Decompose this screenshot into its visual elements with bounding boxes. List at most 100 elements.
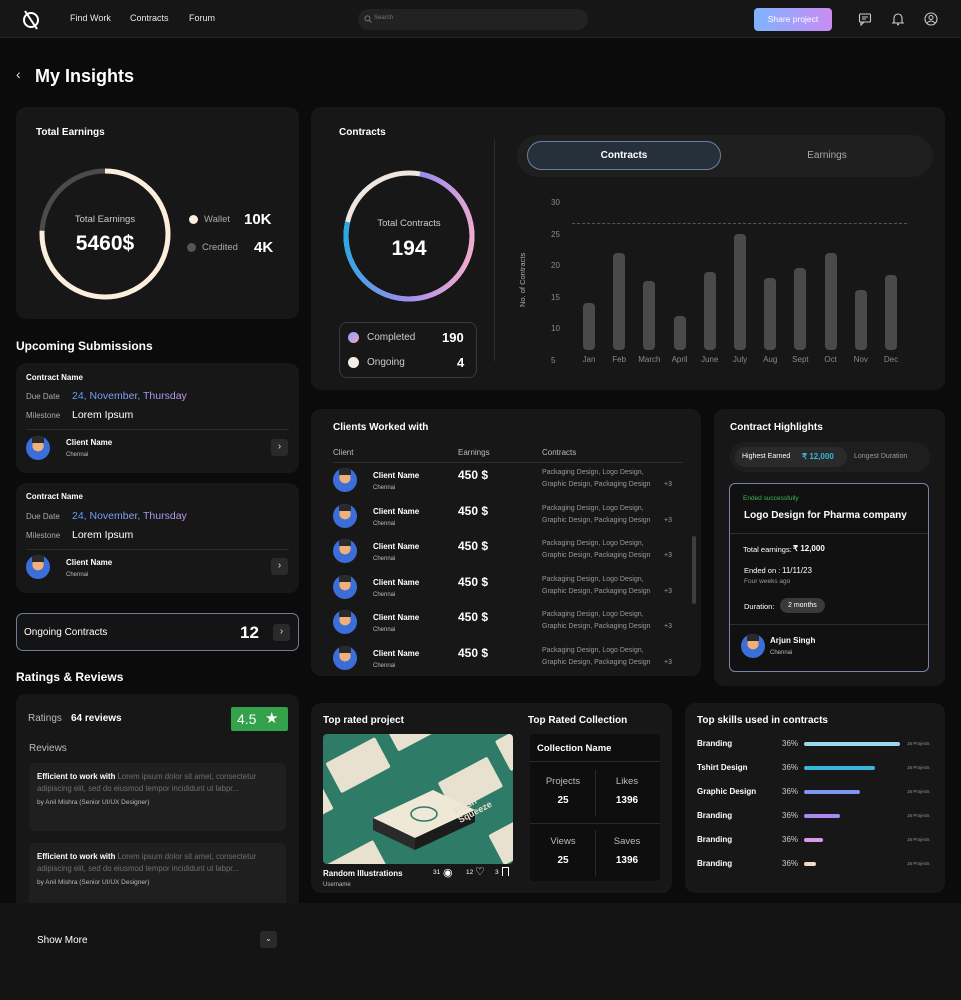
- bell-icon[interactable]: [891, 12, 905, 26]
- client-contracts-line1: Packaging Design, Logo Design,: [542, 469, 644, 476]
- message-icon[interactable]: [858, 12, 872, 26]
- skill-name: Branding: [697, 739, 733, 748]
- heart-icon[interactable]: ♡: [475, 866, 485, 878]
- wallet-dot: [189, 215, 198, 224]
- client-row[interactable]: Client Name Chennai 450 $ Packaging Design,…: [333, 465, 678, 501]
- avatar: [741, 634, 765, 658]
- star-icon: ★: [265, 710, 279, 727]
- more-count: +3: [664, 623, 672, 631]
- client-name: Client Name: [373, 649, 420, 658]
- contracts-ring-label: Total Contracts: [377, 218, 441, 229]
- due-value: 24, November, Thursday: [72, 510, 187, 522]
- profile-icon[interactable]: [924, 12, 938, 26]
- skill-count: 16 Projects: [907, 789, 930, 794]
- back-icon[interactable]: ‹: [16, 66, 21, 82]
- client-contracts-line1: Packaging Design, Logo Design,: [542, 504, 644, 512]
- more-count: +3: [664, 552, 672, 560]
- avatar: [333, 610, 357, 635]
- tab-earnings[interactable]: Earnings: [807, 150, 847, 161]
- client-earnings: 450 $: [458, 468, 489, 482]
- header-contracts: Contracts: [542, 448, 577, 457]
- skill-percent: 36%: [782, 787, 799, 796]
- review-lead: Efficient to work with: [37, 772, 116, 781]
- nav-contracts[interactable]: Contracts: [130, 13, 169, 23]
- divider: [530, 823, 660, 824]
- chevron-right-icon[interactable]: ›: [271, 439, 288, 456]
- client-contracts-line2: Graphic Design, Packaging Design: [542, 481, 651, 488]
- tab-highest-earned[interactable]: Highest Earned ₹ 12,000: [735, 447, 847, 467]
- client-row[interactable]: Client Name Chennai 450 $ Packaging Design,…: [333, 643, 678, 679]
- ongoing-contracts-card[interactable]: Ongoing Contracts 12 ›: [16, 613, 299, 651]
- saves-count: 3: [495, 869, 499, 876]
- client-row[interactable]: Client Name Chennai 450 $ Packaging Design,…: [333, 536, 678, 572]
- share-project-button[interactable]: Share project: [754, 8, 832, 31]
- chart-tabs: Contracts Earnings: [517, 135, 933, 177]
- nav-forum[interactable]: Forum: [189, 13, 216, 23]
- tab-highest-label: Highest Earned: [742, 453, 791, 460]
- divider: [730, 624, 928, 625]
- client-contracts-line2: Graphic Design, Packaging Design: [542, 623, 651, 631]
- clients-card: Clients Worked with Client Earnings Cont…: [311, 409, 701, 676]
- saves-label: Saves: [613, 836, 641, 847]
- nav-find-work[interactable]: Find Work: [70, 13, 111, 23]
- project-name: Random Illustrations: [323, 869, 403, 878]
- chevron-right-icon[interactable]: ›: [271, 558, 288, 575]
- search-input[interactable]: Search: [358, 9, 588, 30]
- skill-count: 16 Projects: [907, 765, 930, 770]
- bookmark-icon[interactable]: [502, 867, 509, 876]
- duration-value: 2 months: [780, 598, 825, 613]
- skill-name: Tshirt Design: [697, 763, 748, 772]
- contracts-ring: [343, 170, 475, 302]
- client-earnings: 450 $: [458, 574, 489, 589]
- ongoing-label: Ongoing: [367, 357, 405, 368]
- contract-name: Contract Name: [26, 492, 83, 501]
- eye-icon: ◉: [443, 867, 453, 879]
- highlight-detail: Ended successfully Logo Design for Pharm…: [729, 483, 929, 672]
- ongoing-value: 4: [457, 355, 465, 370]
- credited-label: Credited: [202, 242, 238, 253]
- client-row[interactable]: Client Name Chennai 450 $ Packaging Design,…: [333, 501, 678, 537]
- client-contracts-line1: Packaging Design, Logo Design,: [542, 647, 644, 654]
- skill-count: 16 Projects: [907, 837, 930, 842]
- header-client: Client: [333, 448, 354, 457]
- review-2: Efficient to work with Lorem ipsum dolor…: [29, 843, 286, 911]
- person-name: Arjun Singh: [770, 636, 816, 645]
- divider: [26, 549, 289, 550]
- credited-dot: [187, 243, 196, 252]
- due-label: Due Date: [26, 392, 60, 401]
- project-thumbnail[interactable]: Fresh Squeeze: [323, 734, 513, 864]
- upcoming-title: Upcoming Submissions: [16, 339, 153, 353]
- show-more-button[interactable]: Show More: [37, 935, 88, 946]
- more-count: +3: [664, 481, 672, 488]
- client-name: Client Name: [66, 558, 113, 567]
- saves-value: 1396: [615, 855, 639, 866]
- chevron-down-icon[interactable]: ⌄: [260, 931, 277, 948]
- collection-card[interactable]: Collection Name Projects 25 Likes 1396 Vie…: [530, 734, 660, 881]
- completed-dot: [348, 332, 359, 343]
- client-row[interactable]: Client Name Chennai 450 $ Packaging Design,…: [333, 572, 678, 608]
- chevron-right-icon[interactable]: ›: [273, 624, 290, 641]
- avatar: [333, 503, 357, 528]
- wallet-label: Wallet: [204, 214, 231, 225]
- skill-percent: 36%: [782, 763, 799, 772]
- search-placeholder: Search: [374, 15, 394, 21]
- skill-name: Branding: [697, 859, 733, 868]
- client-city: Chennai: [373, 520, 396, 527]
- divider: [730, 533, 928, 534]
- logo-icon[interactable]: [22, 9, 40, 30]
- project-user: Username: [323, 882, 351, 888]
- scrollbar[interactable]: [692, 536, 696, 604]
- client-contracts-line1: Packaging Design, Logo Design,: [542, 611, 644, 619]
- tab-longest-duration[interactable]: Longest Duration: [854, 453, 908, 460]
- credited-value: 4K: [254, 239, 274, 256]
- client-row[interactable]: Client Name Chennai 450 $ Packaging Design,…: [333, 607, 678, 643]
- client-city: Chennai: [373, 556, 396, 563]
- client-name: Client Name: [373, 471, 420, 480]
- header-earnings: Earnings: [458, 448, 490, 457]
- tab-contracts[interactable]: Contracts: [527, 141, 721, 170]
- skill-name: Graphic Design: [697, 787, 757, 796]
- earnings-label: Total earnings:: [743, 545, 792, 554]
- review-1: Efficient to work with Lorem ipsum dolor…: [29, 763, 286, 831]
- likes-value: 1396: [615, 795, 639, 806]
- likes-count: 12: [466, 869, 474, 876]
